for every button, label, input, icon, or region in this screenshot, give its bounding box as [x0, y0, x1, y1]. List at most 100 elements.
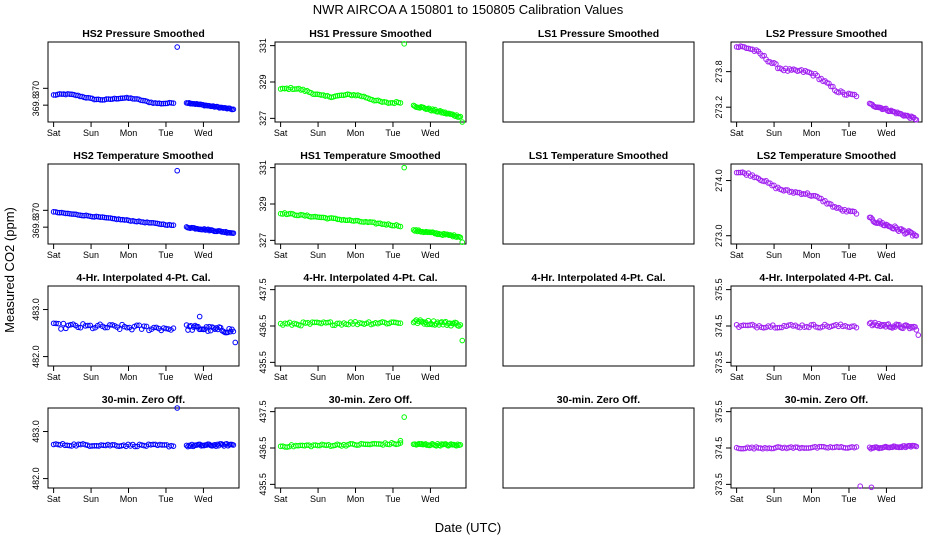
- data-point: [743, 45, 750, 52]
- x-tick-label: Sun: [83, 128, 99, 138]
- x-tick-label: Sat: [47, 250, 61, 260]
- x-tick-label: Sat: [730, 494, 744, 504]
- data-point: [168, 442, 174, 449]
- data-point: [853, 324, 860, 331]
- y-tick-label: 436.5: [258, 315, 268, 338]
- data-point: [416, 318, 422, 325]
- data-point: [113, 216, 120, 223]
- data-point: [413, 317, 420, 323]
- data-point: [53, 320, 59, 327]
- data-point: [906, 442, 913, 449]
- data-point: [67, 211, 73, 217]
- chart-panel: HS2 Pressure Smoothed Sat Sun Mon Tue Wed 369.…: [31, 28, 240, 138]
- data-point: [75, 324, 81, 331]
- x-tick-label: Wed: [877, 128, 895, 138]
- data-point: [154, 100, 161, 107]
- y-tick-label: 273.2: [714, 96, 724, 119]
- data-point: [885, 321, 892, 327]
- data-point-outlier: [459, 239, 466, 245]
- x-axis-label: Date (UTC): [435, 520, 501, 535]
- chart-panel: HS1 Pressure Smoothed Sat Sun Mon Tue Wed 327 3…: [258, 28, 467, 138]
- chart-panel: 30-min. Zero Off. Sat Sun Mon Tue Wed 482.0 483…: [31, 394, 240, 504]
- data-point-outlier: [401, 164, 408, 171]
- x-tick-label: Sat: [274, 372, 288, 382]
- chart-panel: 4-Hr. Interpolated 4-Pt. Cal. Sat Sun Mon Tu…: [31, 272, 240, 382]
- x-tick-label: Wed: [421, 494, 439, 504]
- x-tick-label: Sun: [310, 494, 326, 504]
- data-point: [54, 209, 61, 216]
- data-point: [457, 442, 464, 448]
- x-tick-label: Sat: [274, 494, 288, 504]
- data-point: [431, 107, 437, 114]
- x-tick-label: Mon: [347, 128, 365, 138]
- x-tick-label: Tue: [385, 372, 400, 382]
- series-points: [277, 41, 466, 125]
- data-point: [439, 232, 446, 238]
- y-tick-label: 327: [258, 233, 268, 248]
- x-tick-label: Tue: [158, 494, 173, 504]
- chart-panel: LS2 Pressure Smoothed Sat Sun Mon Tue Wed 273.…: [714, 28, 923, 138]
- data-point: [124, 324, 130, 331]
- chart-panel: LS1 Pressure Smoothed: [502, 28, 695, 123]
- data-point: [348, 217, 355, 224]
- data-point: [853, 93, 860, 100]
- panel-title: LS2 Pressure Smoothed: [766, 28, 887, 40]
- y-tick-label: 375.5: [714, 400, 724, 423]
- series-points: [277, 164, 466, 245]
- x-tick-label: Wed: [194, 128, 212, 138]
- x-tick-label: Tue: [385, 250, 400, 260]
- x-tick-label: Mon: [120, 250, 138, 260]
- data-point: [913, 233, 920, 239]
- chart-panel: 4-Hr. Interpolated 4-Pt. Cal.: [502, 272, 695, 367]
- data-point: [853, 211, 860, 217]
- data-point: [908, 323, 914, 330]
- data-point: [132, 443, 138, 450]
- data-point: [146, 219, 152, 226]
- panel-title: 30-min. Zero Off.: [557, 394, 641, 406]
- x-tick-label: Sun: [310, 128, 326, 138]
- data-point: [101, 214, 108, 221]
- data-point: [338, 217, 345, 223]
- panel-title: 4-Hr. Interpolated 4-Pt. Cal.: [303, 272, 437, 284]
- data-point: [56, 209, 63, 216]
- data-point: [292, 86, 298, 92]
- data-point: [312, 91, 318, 98]
- y-tick-label: 437.5: [258, 400, 268, 423]
- data-point: [103, 214, 110, 221]
- panel-grid: HS2 Pressure Smoothed Sat Sun Mon Tue Wed 369.…: [31, 28, 923, 504]
- data-point-outlier: [174, 405, 181, 411]
- panel-title: LS1 Pressure Smoothed: [538, 28, 659, 40]
- data-point: [77, 324, 84, 331]
- data-point: [913, 327, 920, 333]
- data-point-outlier: [196, 313, 203, 320]
- x-tick-label: Wed: [194, 494, 212, 504]
- data-point: [290, 86, 296, 93]
- series-points: [50, 405, 237, 450]
- data-point: [163, 325, 169, 332]
- x-tick-label: Wed: [194, 372, 212, 382]
- panel-title: 30-min. Zero Off.: [329, 394, 413, 406]
- data-point-outlier: [232, 339, 239, 346]
- data-point: [89, 325, 96, 332]
- data-point: [133, 322, 140, 329]
- data-point: [168, 222, 175, 229]
- x-tick-label: Wed: [421, 250, 439, 260]
- x-tick-label: Wed: [877, 372, 895, 382]
- data-point: [853, 444, 860, 450]
- y-tick-label: 374.5: [714, 315, 724, 338]
- data-point: [63, 210, 69, 217]
- y-tick-label: 435.5: [258, 351, 268, 374]
- data-point: [103, 96, 110, 102]
- data-point: [192, 322, 198, 329]
- data-point: [896, 321, 902, 328]
- y-tick-label: 331: [258, 38, 268, 53]
- data-point: [89, 213, 96, 220]
- data-point: [56, 91, 63, 97]
- series-points: [50, 167, 237, 236]
- y-tick-label: 373.5: [714, 351, 724, 374]
- y-tick-label: 374.5: [714, 437, 724, 460]
- data-point: [97, 96, 104, 103]
- y-axis-label: Measured CO2 (ppm): [2, 207, 17, 333]
- data-point: [226, 325, 232, 332]
- x-tick-label: Sun: [83, 372, 99, 382]
